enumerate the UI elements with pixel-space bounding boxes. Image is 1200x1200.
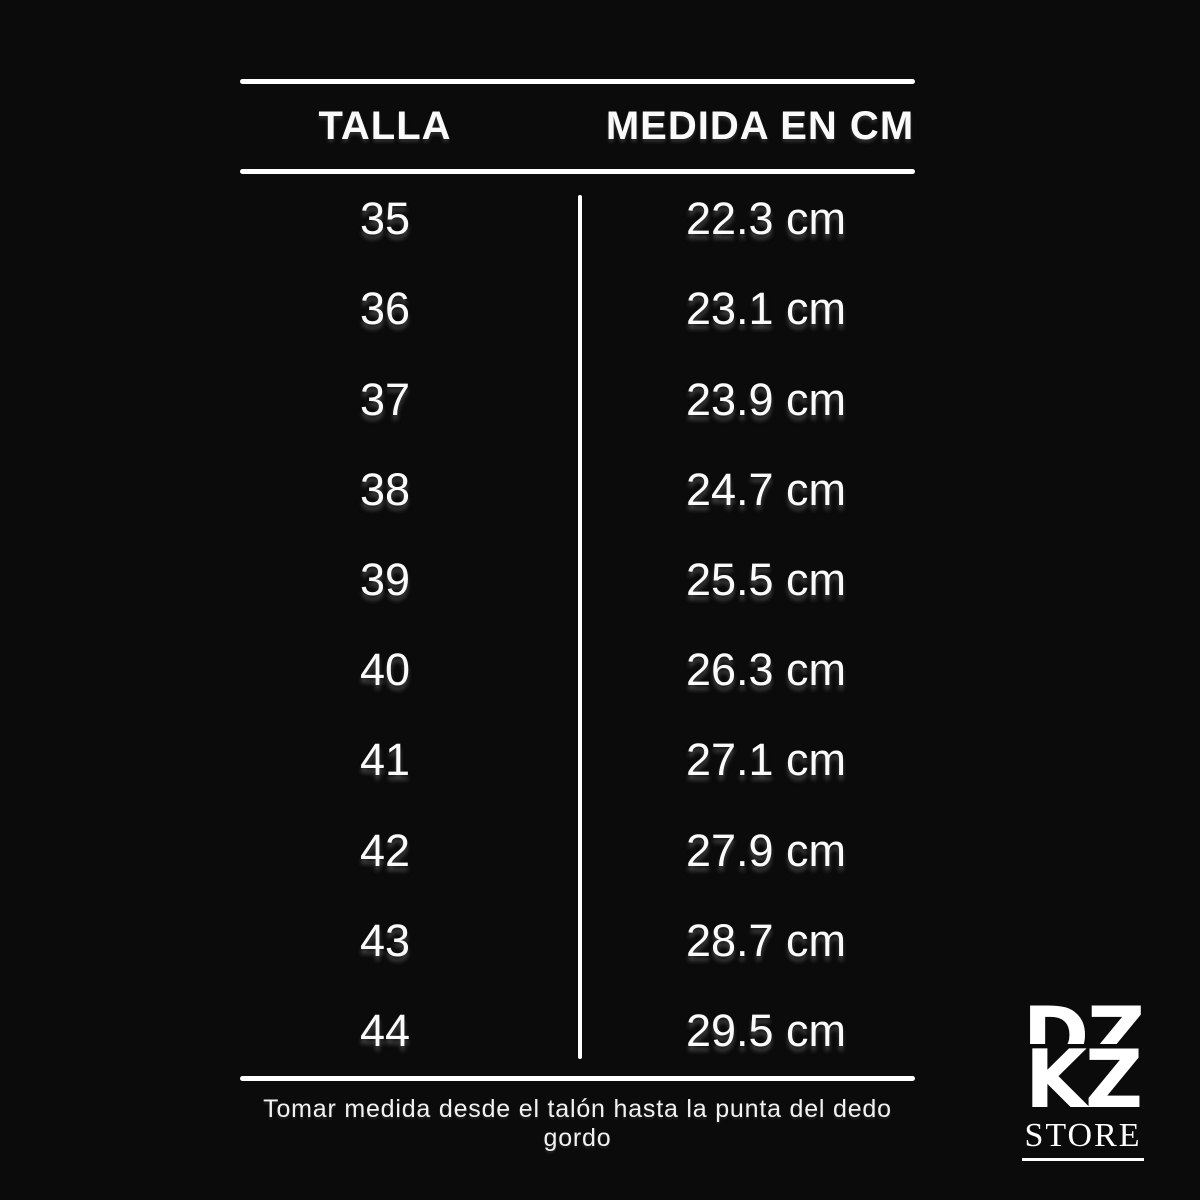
- talla-value: 37: [359, 373, 411, 425]
- cell-talla: 43: [240, 915, 580, 967]
- talla-value: 42: [359, 824, 411, 876]
- cell-medida: 24.7 cm: [580, 464, 915, 516]
- header-medida-label: MEDIDA EN CM: [605, 104, 915, 148]
- table-row: 40 26.3 cm: [240, 625, 915, 715]
- size-table: TALLA MEDIDA EN CM 35 22.3 cm 36 23.1 cm…: [240, 79, 915, 1153]
- table-row: 42 27.9 cm: [240, 805, 915, 895]
- cell-medida: 23.9 cm: [580, 374, 915, 426]
- logo-monogram-top-clipped: DZ: [1022, 997, 1144, 1044]
- table-row: 38 24.7 cm: [240, 445, 915, 535]
- talla-value: 44: [359, 1004, 411, 1056]
- medida-value: 23.9 cm: [685, 373, 847, 425]
- logo-monogram-kz: KZ: [1025, 1033, 1143, 1126]
- header-cell-talla: TALLA: [240, 104, 580, 149]
- talla-value: 38: [359, 463, 411, 515]
- cell-talla: 41: [240, 734, 580, 786]
- cell-medida: 29.5 cm: [580, 1005, 915, 1057]
- medida-value: 29.5 cm: [685, 1004, 847, 1056]
- cell-talla: 44: [240, 1005, 580, 1057]
- table-header-row: TALLA MEDIDA EN CM: [240, 84, 915, 169]
- table-row: 35 22.3 cm: [240, 174, 915, 264]
- talla-value: 43: [359, 914, 411, 966]
- table-row: 39 25.5 cm: [240, 535, 915, 625]
- table-row: 43 28.7 cm: [240, 896, 915, 986]
- kz-store-logo: DZ KZ STORE: [1018, 997, 1148, 1161]
- column-divider-line: [578, 195, 582, 1059]
- cell-medida: 22.3 cm: [580, 193, 915, 245]
- medida-value: 27.9 cm: [685, 824, 847, 876]
- medida-value: 22.3 cm: [685, 193, 847, 245]
- cell-medida: 25.5 cm: [580, 554, 915, 606]
- cell-talla: 38: [240, 464, 580, 516]
- table-row: 41 27.1 cm: [240, 715, 915, 805]
- cell-talla: 36: [240, 283, 580, 335]
- talla-value: 35: [359, 193, 411, 245]
- talla-value: 36: [359, 283, 411, 335]
- top-rule: [240, 79, 915, 84]
- table-row: 44 29.5 cm: [240, 986, 915, 1076]
- cell-medida: 27.1 cm: [580, 734, 915, 786]
- medida-value: 27.1 cm: [685, 734, 847, 786]
- medida-value: 26.3 cm: [685, 644, 847, 696]
- cell-talla: 35: [240, 193, 580, 245]
- measurement-instruction: Tomar medida desde el talón hasta la pun…: [263, 1095, 892, 1152]
- cell-medida: 28.7 cm: [580, 915, 915, 967]
- medida-value: 25.5 cm: [685, 553, 847, 605]
- header-rule: [240, 169, 915, 174]
- cell-talla: 39: [240, 554, 580, 606]
- table-row: 36 23.1 cm: [240, 264, 915, 354]
- header-talla-label: TALLA: [318, 104, 452, 148]
- medida-value: 28.7 cm: [685, 914, 847, 966]
- cell-medida: 23.1 cm: [580, 283, 915, 335]
- cell-talla: 40: [240, 644, 580, 696]
- talla-value: 39: [359, 553, 411, 605]
- cell-talla: 42: [240, 825, 580, 877]
- table-body: 35 22.3 cm 36 23.1 cm 37 23.9 cm 38 24.7…: [240, 174, 915, 1076]
- talla-value: 41: [359, 734, 411, 786]
- cell-talla: 37: [240, 374, 580, 426]
- medida-value: 23.1 cm: [685, 283, 847, 335]
- medida-value: 24.7 cm: [685, 463, 847, 515]
- header-cell-medida: MEDIDA EN CM: [580, 104, 915, 149]
- logo-store-wordmark: STORE: [1022, 1117, 1144, 1161]
- talla-value: 40: [359, 644, 411, 696]
- bottom-rule: [240, 1076, 915, 1081]
- cell-medida: 27.9 cm: [580, 825, 915, 877]
- table-row: 37 23.9 cm: [240, 354, 915, 444]
- cell-medida: 26.3 cm: [580, 644, 915, 696]
